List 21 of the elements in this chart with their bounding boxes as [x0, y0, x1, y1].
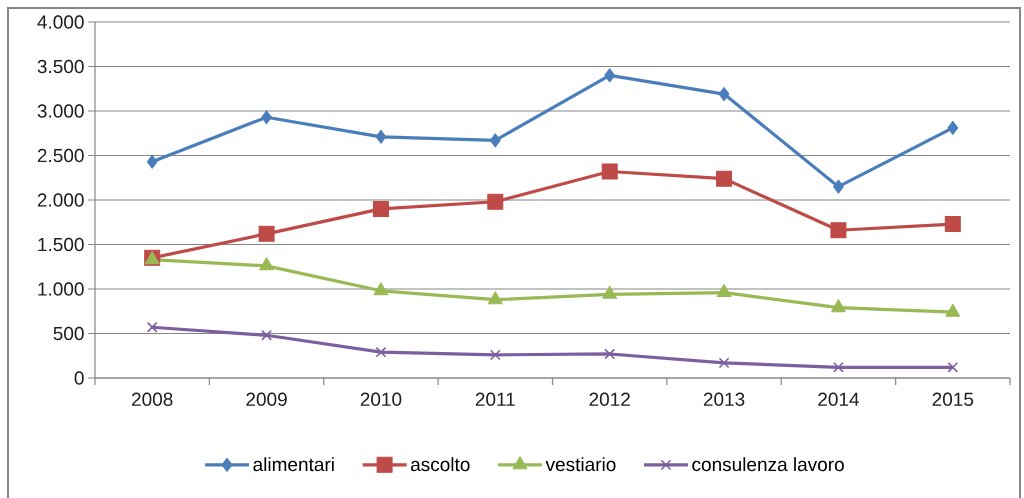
x-tick-label: 2009	[246, 392, 287, 406]
x-tick-label: 2012	[589, 392, 630, 406]
x-tick-label: 2015	[932, 392, 974, 406]
y-tick-label: 4.000	[37, 15, 84, 29]
y-tick-label: 2.500	[37, 148, 84, 163]
legend-label: ascolto	[410, 457, 470, 472]
y-tick-label: 1.500	[38, 237, 84, 252]
y-tick-label: 500	[53, 326, 84, 341]
y-tick-label: 1.000	[38, 282, 84, 296]
legend-label: alimentari	[253, 457, 334, 472]
x-tick-label: 2008	[132, 392, 173, 406]
y-tick-label: 3.500	[37, 59, 84, 74]
x-tick-label: 2011	[475, 392, 515, 406]
y-tick-label: 0	[74, 371, 84, 385]
x-tick-label: 2010	[360, 392, 402, 406]
y-tick-label: 3.000	[37, 104, 84, 118]
x-tick-label: 2014	[818, 392, 860, 406]
y-tick-label: 2.000	[37, 193, 84, 207]
x-tick-label: 2013	[703, 392, 745, 406]
legend-label: vestiario	[545, 457, 616, 472]
legend-label: consulenza lavoro	[692, 457, 844, 472]
